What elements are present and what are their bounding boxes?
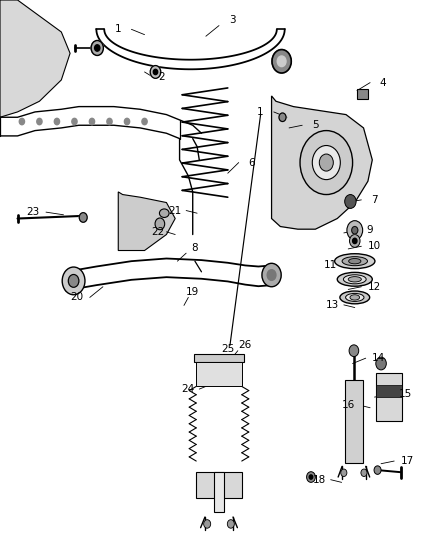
Text: 3: 3 (229, 15, 236, 25)
Circle shape (267, 270, 276, 280)
Text: 8: 8 (191, 243, 198, 253)
Text: 1: 1 (257, 107, 264, 117)
Circle shape (352, 227, 358, 234)
Circle shape (279, 113, 286, 122)
Text: 14: 14 (372, 353, 385, 363)
Text: 16: 16 (342, 400, 355, 410)
Text: 20: 20 (70, 293, 83, 302)
Text: 23: 23 (26, 207, 39, 217)
Ellipse shape (159, 209, 169, 217)
Circle shape (204, 520, 211, 528)
Text: 17: 17 (401, 456, 414, 466)
Circle shape (37, 118, 42, 125)
Text: 15: 15 (399, 390, 412, 399)
Circle shape (319, 154, 333, 171)
Circle shape (307, 472, 315, 482)
Circle shape (347, 221, 363, 240)
Ellipse shape (342, 257, 367, 266)
Bar (357, 89, 368, 99)
Ellipse shape (343, 275, 366, 284)
Text: 12: 12 (368, 282, 381, 292)
Text: 22: 22 (151, 227, 164, 237)
Circle shape (262, 263, 281, 287)
Circle shape (345, 195, 356, 208)
Circle shape (272, 50, 291, 73)
Circle shape (300, 131, 353, 195)
Text: 19: 19 (186, 287, 199, 297)
Text: 13: 13 (326, 300, 339, 310)
Circle shape (89, 118, 95, 125)
Bar (376, 373, 402, 421)
Circle shape (312, 146, 340, 180)
Ellipse shape (348, 277, 361, 282)
Circle shape (91, 41, 103, 55)
Circle shape (309, 475, 313, 479)
Bar (214, 472, 224, 512)
Text: 1: 1 (115, 25, 122, 34)
Text: 4: 4 (380, 78, 387, 87)
Circle shape (72, 118, 77, 125)
Circle shape (142, 118, 147, 125)
Circle shape (341, 469, 347, 477)
Circle shape (95, 45, 100, 51)
Polygon shape (118, 192, 175, 251)
Text: 18: 18 (313, 475, 326, 484)
Ellipse shape (350, 295, 360, 300)
Text: 26: 26 (238, 341, 251, 350)
Ellipse shape (340, 291, 370, 304)
Ellipse shape (335, 254, 375, 269)
Polygon shape (272, 96, 372, 229)
Bar (196, 362, 242, 386)
Ellipse shape (346, 293, 364, 302)
Text: 5: 5 (312, 120, 319, 130)
Circle shape (153, 69, 158, 75)
Circle shape (361, 469, 367, 477)
Text: 9: 9 (367, 225, 374, 235)
Bar (376, 385, 402, 397)
Text: 7: 7 (371, 195, 378, 205)
Bar (194, 354, 244, 362)
Polygon shape (0, 0, 70, 117)
Circle shape (374, 466, 381, 474)
Text: 25: 25 (221, 344, 234, 354)
Circle shape (79, 213, 87, 222)
Circle shape (349, 345, 359, 357)
Text: 24: 24 (182, 384, 195, 394)
Text: 10: 10 (368, 241, 381, 251)
Text: 2: 2 (159, 72, 166, 82)
Bar (345, 380, 363, 463)
Ellipse shape (337, 272, 372, 286)
Circle shape (62, 267, 85, 295)
Circle shape (350, 235, 360, 247)
Circle shape (227, 520, 234, 528)
Circle shape (124, 118, 130, 125)
Bar (196, 472, 242, 498)
Text: 6: 6 (248, 158, 255, 167)
Circle shape (277, 56, 286, 67)
Circle shape (353, 238, 357, 244)
Circle shape (68, 274, 79, 287)
Circle shape (54, 118, 60, 125)
Text: 21: 21 (169, 206, 182, 215)
Circle shape (155, 218, 165, 230)
Ellipse shape (349, 259, 361, 264)
Text: 11: 11 (324, 261, 337, 270)
Circle shape (107, 118, 112, 125)
Circle shape (150, 66, 161, 78)
Circle shape (19, 118, 25, 125)
Circle shape (376, 357, 386, 370)
